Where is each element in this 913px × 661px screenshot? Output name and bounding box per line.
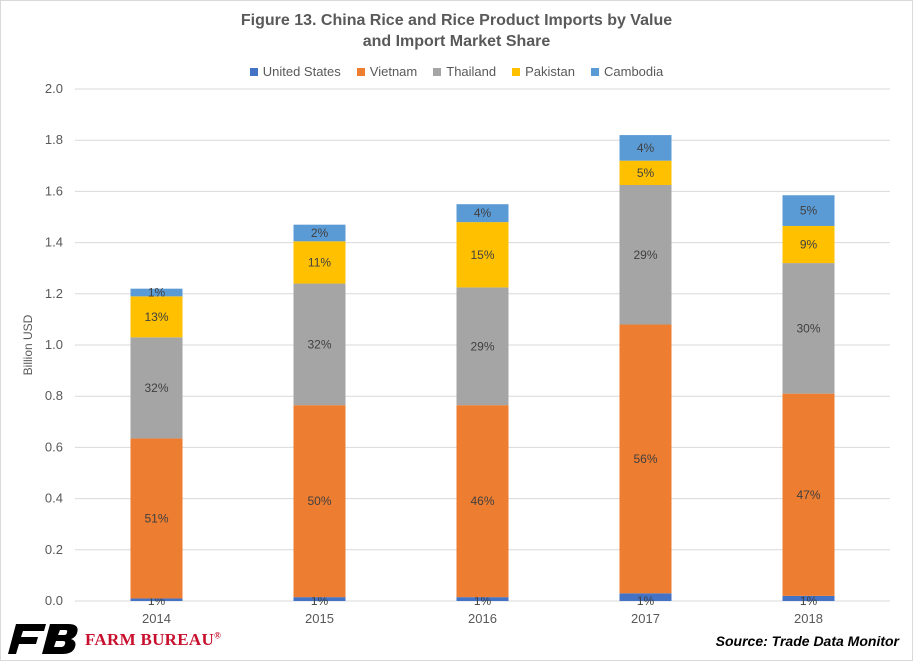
y-tick-label: 0.2 <box>45 542 63 557</box>
y-tick-label: 2.0 <box>45 81 63 96</box>
data-label: 47% <box>796 488 820 502</box>
chart-title-line1: Figure 13. China Rice and Rice Product I… <box>240 12 673 29</box>
bar-cambodia-2016 <box>456 204 509 223</box>
bar-vietnam-2018 <box>782 393 835 596</box>
bar-thailand-2015 <box>293 283 346 406</box>
legend-swatch <box>433 67 442 76</box>
legend-item-pakistan: Pakistan <box>512 64 575 79</box>
bar-pakistan-2018 <box>782 225 835 264</box>
legend-item-cambodia: Cambodia <box>591 64 663 79</box>
legend-item-united-states: United States <box>249 64 341 79</box>
legend-label: Thailand <box>446 64 497 79</box>
y-tick-label: 0.0 <box>45 593 63 608</box>
data-label: 1% <box>800 594 818 608</box>
y-tick-label: 0.8 <box>45 388 63 403</box>
x-tick-label: 2015 <box>305 611 334 626</box>
bar-united-states-2015 <box>293 597 346 601</box>
data-label: 1% <box>148 286 166 300</box>
y-tick-label: 0.6 <box>45 439 63 454</box>
y-tick-label: 0.4 <box>45 491 63 506</box>
bar-thailand-2018 <box>782 263 835 394</box>
data-label: 56% <box>633 452 657 466</box>
data-label: 9% <box>800 238 818 252</box>
y-tick-label: 1.0 <box>45 337 63 352</box>
bar-cambodia-2018 <box>782 195 835 226</box>
y-axis-label: Billion USD <box>21 314 35 375</box>
data-label: 46% <box>470 494 494 508</box>
data-label: 2% <box>311 226 329 240</box>
chart-title: Figure 13. China Rice and Rice Product I… <box>0 10 913 52</box>
bar-united-states-2017 <box>619 593 672 601</box>
logo-text: FARM BUREAU <box>85 630 215 649</box>
bar-cambodia-2014 <box>130 288 183 297</box>
bar-cambodia-2015 <box>293 224 346 242</box>
bar-pakistan-2015 <box>293 241 346 284</box>
legend-label: United States <box>262 64 341 79</box>
legend-label: Vietnam <box>369 64 418 79</box>
data-label: 5% <box>637 166 655 180</box>
data-label: 13% <box>144 310 168 324</box>
data-label: 32% <box>144 381 168 395</box>
chart-legend: United States Vietnam Thailand Pakistan Camb… <box>0 64 913 79</box>
bar-vietnam-2015 <box>293 405 346 598</box>
chart-title-line2: and Import Market Share <box>362 33 551 50</box>
bar-thailand-2017 <box>619 185 672 325</box>
data-label: 15% <box>470 248 494 262</box>
legend-item-vietnam: Vietnam <box>356 64 418 79</box>
bar-vietnam-2016 <box>456 405 509 598</box>
x-tick-label: 2014 <box>142 611 171 626</box>
bar-vietnam-2014 <box>130 438 183 599</box>
bar-united-states-2014 <box>130 598 183 601</box>
legend-label: Cambodia <box>604 64 664 79</box>
data-label: 50% <box>307 494 331 508</box>
bar-thailand-2016 <box>456 287 509 406</box>
x-tick-label: 2018 <box>794 611 823 626</box>
data-label: 51% <box>144 511 168 525</box>
data-label: 1% <box>474 594 492 608</box>
bar-pakistan-2016 <box>456 222 509 288</box>
farm-bureau-logo-icon <box>8 624 78 654</box>
legend-swatch <box>356 67 365 76</box>
data-label: 29% <box>470 339 494 353</box>
legend-swatch <box>512 67 521 76</box>
bar-vietnam-2017 <box>619 324 672 594</box>
data-label: 1% <box>637 594 655 608</box>
bar-cambodia-2017 <box>619 135 672 161</box>
data-label: 4% <box>637 141 655 155</box>
data-label: 1% <box>311 594 329 608</box>
data-label: 11% <box>308 255 331 269</box>
y-tick-label: 1.2 <box>45 286 63 301</box>
data-label: 32% <box>307 337 331 351</box>
data-label: 4% <box>474 206 492 220</box>
y-tick-label: 1.4 <box>45 235 63 250</box>
data-label: 5% <box>800 204 818 218</box>
bar-united-states-2016 <box>456 597 509 601</box>
bar-united-states-2018 <box>782 595 835 601</box>
data-label: 30% <box>796 321 820 335</box>
legend-swatch <box>591 67 599 76</box>
y-tick-label: 1.6 <box>45 183 63 198</box>
bar-pakistan-2017 <box>619 160 672 185</box>
logo-registered-mark: ® <box>214 630 222 641</box>
data-label: 29% <box>633 248 657 262</box>
farm-bureau-logo-text: FARM BUREAU® <box>85 630 221 650</box>
x-tick-label: 2017 <box>631 611 660 626</box>
x-tick-label: 2016 <box>468 611 497 626</box>
bar-pakistan-2014 <box>130 296 183 338</box>
bar-thailand-2014 <box>130 337 183 439</box>
source-note: Source: Trade Data Monitor <box>715 633 899 649</box>
y-tick-label: 1.8 <box>45 132 63 147</box>
legend-swatch <box>249 67 258 76</box>
legend-label: Pakistan <box>525 64 575 79</box>
legend-item-thailand: Thailand <box>433 64 496 79</box>
